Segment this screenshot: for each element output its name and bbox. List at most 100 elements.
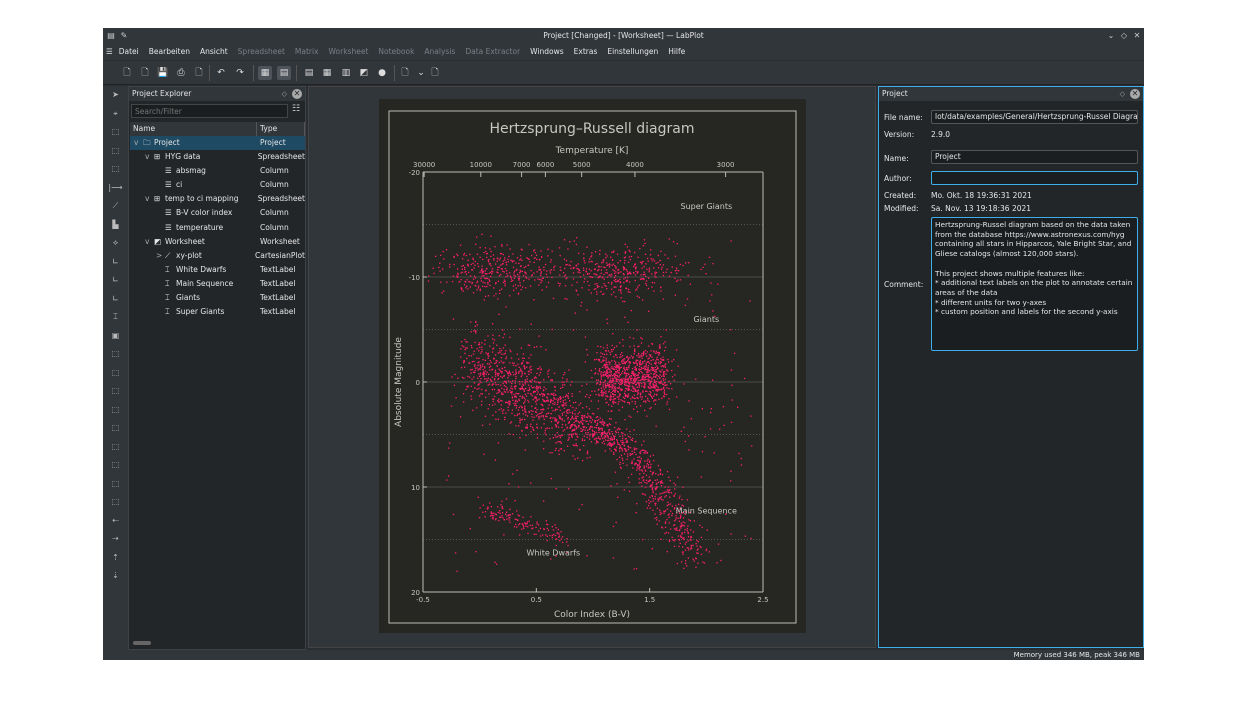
add-plot-icon[interactable]: ▤ (304, 68, 314, 78)
open-icon[interactable]: 🗋 (141, 68, 149, 78)
add-table-icon[interactable]: ▦ (322, 68, 332, 78)
zoom-in-icon[interactable]: ⬚ (111, 349, 120, 358)
tree-item[interactable]: v ⊞ HYG data Spreadsheet (130, 150, 305, 164)
shift-right-icon[interactable]: ⇢ (112, 534, 119, 543)
expand-icon[interactable]: v (145, 236, 150, 246)
chevron-down-icon[interactable]: ⌄ (417, 68, 425, 78)
data-point (651, 397, 654, 399)
add-image-icon[interactable]: ▣ (111, 330, 120, 340)
data-point (613, 452, 615, 454)
zoom-out-y-icon[interactable]: ⬚ (111, 497, 120, 506)
tree-item[interactable]: ⌶ Main Sequence TextLabel (130, 277, 305, 291)
data-point (530, 354, 532, 356)
tree-item-type: Spreadsheet (257, 194, 305, 204)
tree-item[interactable]: ☰ absmag Column (130, 164, 305, 178)
search-input[interactable] (131, 104, 288, 118)
data-point (647, 504, 650, 507)
data-point (583, 435, 585, 437)
data-point (645, 282, 647, 285)
shift-up-icon[interactable]: ⇡ (112, 552, 119, 562)
data-point (536, 271, 538, 273)
save-icon[interactable]: 💾 (157, 68, 169, 78)
menu-einstellungen[interactable]: Einstellungen (607, 47, 659, 56)
shift-left-icon[interactable]: ⇠ (112, 515, 119, 525)
zoom-in-y-icon[interactable]: ⬚ (111, 478, 120, 488)
tree-item[interactable]: v ◩ Worksheet Worksheet (130, 235, 305, 249)
data-point (652, 472, 654, 474)
expand-icon[interactable]: v (145, 194, 150, 204)
file-name-field[interactable]: lot/data/examples/General/Hertzsprung-Ru… (931, 110, 1138, 124)
add-curve-icon[interactable]: ⟋ (112, 201, 119, 210)
data-point (587, 450, 589, 452)
data-point (627, 455, 629, 457)
crosshair-icon[interactable]: ⌖ (113, 108, 118, 118)
export-icon[interactable]: 🗋 (431, 68, 439, 78)
float-icon[interactable]: ◇ (281, 90, 287, 98)
add-function-icon[interactable]: ⟡ (112, 238, 119, 247)
tree-item[interactable]: v 🗀 Project Project (130, 136, 305, 151)
add-axis-icon[interactable]: ∟ (112, 293, 119, 303)
print-icon[interactable]: ⎙ (177, 68, 185, 78)
add-axis-x-icon[interactable]: ∟ (112, 256, 119, 266)
zoom-fit-y-icon[interactable]: ⬚ (111, 423, 120, 432)
print-preview-icon[interactable]: 🗋 (195, 68, 203, 78)
column-header-type[interactable]: Type (257, 122, 305, 136)
zoom-in-x-icon[interactable]: ⬚ (111, 441, 120, 451)
add-axis-icon[interactable]: ▥ (341, 68, 351, 78)
menu-hilfe[interactable]: Hilfe (668, 47, 686, 56)
tree-item[interactable]: ☰ ci Column (130, 178, 305, 192)
column-header-name[interactable]: Name (130, 122, 257, 136)
tree-item[interactable]: ☰ temperature Column (130, 221, 305, 235)
cursor-icon[interactable]: |⟶ (108, 182, 123, 192)
tree-item[interactable]: ☰ B-V color index Column (130, 206, 305, 220)
menu-extras[interactable]: Extras (573, 47, 598, 56)
zoom-y-icon[interactable]: ⬚ (111, 164, 120, 173)
layout-icon[interactable]: ▦ (258, 66, 272, 80)
tree-item[interactable]: ⌶ Super Giants TextLabel (130, 305, 305, 319)
expand-icon[interactable]: v (145, 152, 150, 162)
menu-windows[interactable]: Windows (530, 47, 564, 56)
new-worksheet-icon[interactable]: 🗋 (401, 68, 409, 78)
zoom-out-x-icon[interactable]: ⬚ (111, 460, 120, 469)
maximize-icon[interactable]: ◇ (1120, 31, 1128, 40)
pin-icon[interactable]: ✎ (120, 31, 128, 40)
menu-datei[interactable]: Datei (118, 47, 139, 56)
tree-item[interactable]: > ⟋ xy-plot CartesianPlot (130, 249, 305, 263)
zoom-fit-x-icon[interactable]: ⬚ (111, 404, 120, 414)
expand-icon[interactable]: v (134, 138, 139, 147)
redo-icon[interactable]: ↷ (236, 68, 244, 78)
layout2-icon[interactable]: ▤ (277, 66, 291, 80)
horizontal-scrollbar[interactable] (133, 641, 151, 645)
menu-bearbeiten[interactable]: Bearbeiten (148, 47, 190, 56)
undo-icon[interactable]: ↶ (217, 68, 225, 78)
comment-field[interactable]: Hertzsprung-Russel diagram based on the … (931, 217, 1138, 351)
author-field[interactable] (931, 171, 1138, 185)
tree-item[interactable]: v ⊞ temp to ci mapping Spreadsheet (130, 192, 305, 206)
shift-down-icon[interactable]: ⇣ (112, 571, 119, 580)
add-axis-y-icon[interactable]: ∟ (112, 275, 119, 284)
close-icon[interactable]: ✕ (1133, 31, 1141, 40)
tree-item[interactable]: ⌶ Giants TextLabel (130, 291, 305, 305)
close-icon[interactable]: ✕ (1130, 89, 1140, 99)
add-text-icon[interactable]: ⌶ (113, 312, 118, 321)
data-point (482, 271, 484, 273)
filter-icon[interactable]: ☷ (292, 104, 301, 114)
name-field[interactable]: Project (931, 150, 1138, 164)
zoom-out-icon[interactable]: ⬚ (111, 367, 120, 377)
zoom-fit-icon[interactable]: ⬚ (111, 386, 120, 395)
add-curve-icon[interactable]: ◩ (359, 68, 369, 78)
add-histogram-icon[interactable]: ▙ (112, 219, 119, 229)
select-icon[interactable]: ➤ (112, 90, 119, 99)
tree-item[interactable]: ⌶ White Dwarfs TextLabel (130, 263, 305, 277)
x-tick-label: 2.5 (757, 596, 768, 604)
minimize-icon[interactable]: ⌄ (1107, 31, 1115, 40)
new-project-icon[interactable]: 🗋 (123, 68, 131, 78)
menu-ansicht[interactable]: Ansicht (199, 47, 228, 56)
add-image-icon[interactable]: ● (378, 68, 386, 78)
zoom-x-icon[interactable]: ⬚ (111, 145, 120, 155)
close-icon[interactable]: ✕ (292, 89, 302, 99)
expand-icon[interactable]: > (156, 250, 163, 260)
float-icon[interactable]: ◇ (1119, 90, 1125, 98)
zoom-select-icon[interactable]: ⬚ (111, 127, 120, 136)
